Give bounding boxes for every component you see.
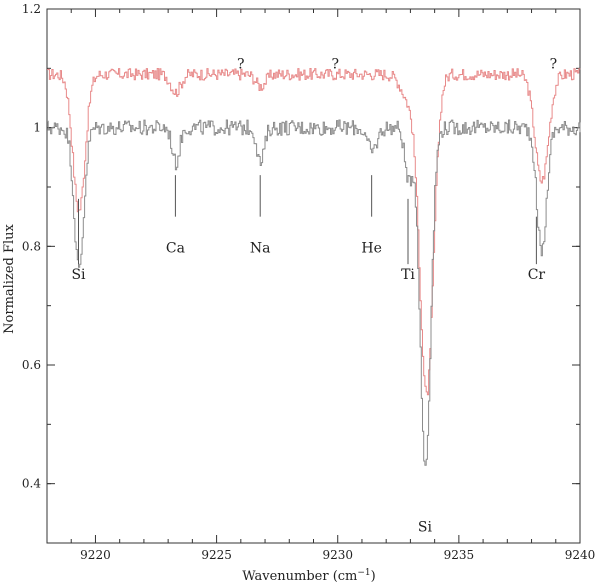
y-tick-label: 0.4: [22, 477, 41, 491]
annotation-label: Si: [418, 519, 433, 535]
y-tick-label: 1: [33, 121, 41, 135]
line-annotations: Si Ca Na He Ti Cr Si???: [71, 56, 557, 535]
x-axis-label: Wavenumber (cm−1): [242, 568, 376, 583]
annotation-label: ?: [237, 56, 245, 72]
annotation-label: Ca: [166, 240, 185, 256]
x-tick-label: 9240: [565, 548, 596, 562]
y-tick-label: 1.2: [22, 2, 41, 16]
annotation-label: ?: [332, 56, 340, 72]
x-tick-label: 9225: [201, 548, 232, 562]
x-tick-label: 9220: [80, 548, 111, 562]
annotation-label: Na: [250, 240, 271, 256]
axis-ticks: 9220 9225 9230 9235 9240 0.4 0.6 0.8 1 1.2: [22, 2, 595, 562]
spectrum-series: [47, 68, 581, 466]
y-tick-label: 0.8: [22, 239, 41, 253]
x-tick-label: 9235: [444, 548, 475, 562]
x-tick-label: 9230: [322, 548, 353, 562]
y-axis-label: Normalized Flux: [2, 223, 17, 333]
spectrum-line-0: [47, 68, 581, 396]
annotation-label: Cr: [528, 267, 546, 283]
annotation-label: Si: [71, 267, 86, 283]
y-tick-label: 0.6: [22, 358, 41, 372]
annotation-label: ?: [550, 56, 558, 72]
spectrum-line-1: [47, 119, 581, 466]
plot-frame: [46, 8, 581, 544]
annotation-label: Ti: [401, 267, 415, 283]
annotation-label: He: [361, 240, 382, 256]
plot-border: [46, 8, 581, 544]
